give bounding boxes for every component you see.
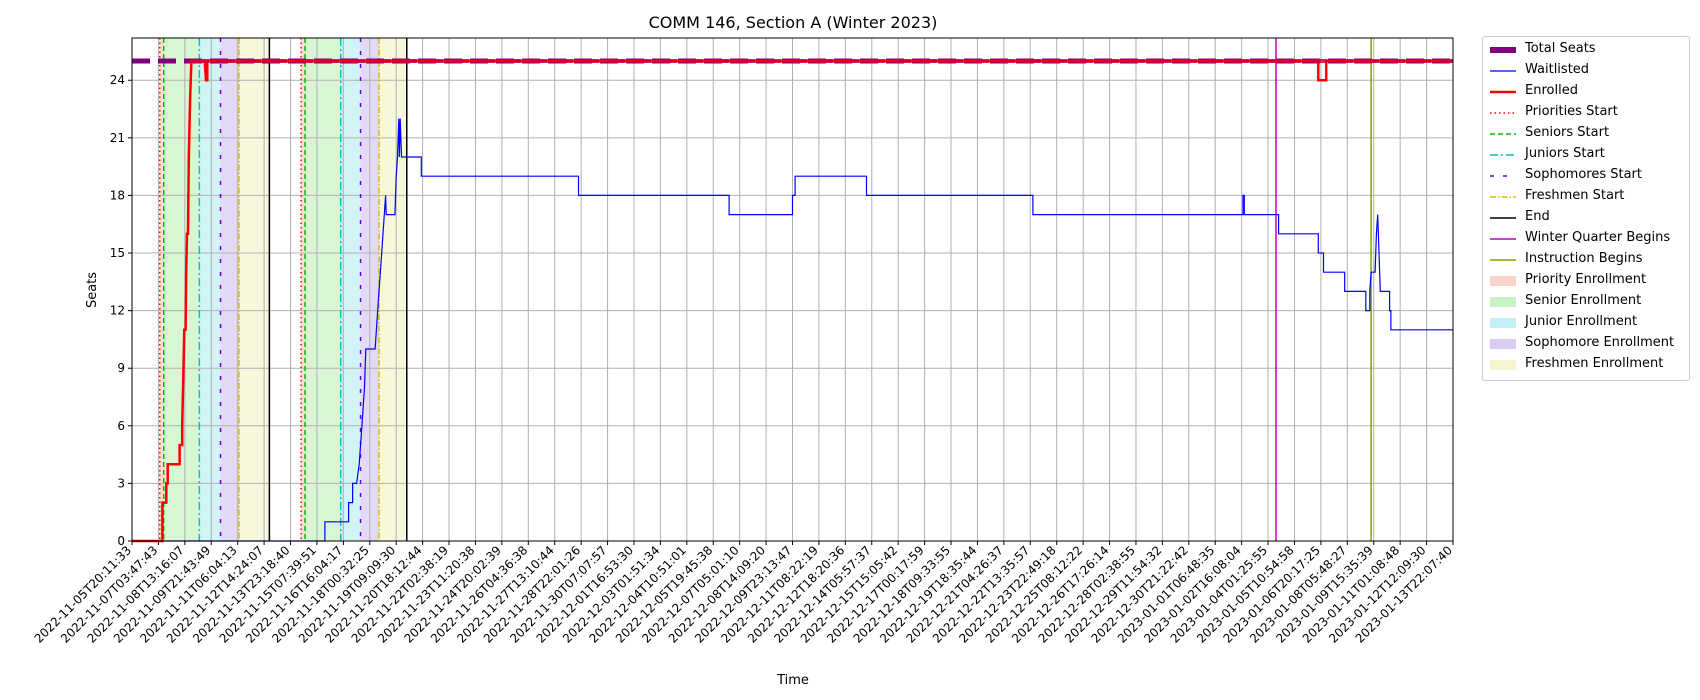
legend-item: Priorities Start bbox=[1483, 103, 1689, 124]
y-tick-label: 12 bbox=[110, 304, 125, 318]
y-tick-label: 24 bbox=[110, 73, 125, 87]
legend-label: Instruction Begins bbox=[1525, 251, 1643, 266]
legend-label: Sophomores Start bbox=[1525, 167, 1642, 182]
chart-title: COMM 146, Section A (Winter 2023) bbox=[649, 13, 938, 32]
legend-label: Senior Enrollment bbox=[1525, 293, 1642, 308]
legend-item: Sophomores Start bbox=[1483, 166, 1689, 187]
legend-swatch bbox=[1490, 276, 1516, 286]
y-tick-label: 0 bbox=[117, 534, 125, 548]
legend-patch bbox=[1490, 297, 1516, 307]
y-tick-label: 6 bbox=[117, 419, 125, 433]
plot-area: 2022-11-05T20:11:332022-11-07T03:47:4320… bbox=[32, 37, 1455, 646]
legend-item: Total Seats bbox=[1483, 40, 1689, 61]
enrollment-band bbox=[239, 38, 270, 541]
legend-label: Freshmen Start bbox=[1525, 188, 1625, 203]
legend-label: Sophomore Enrollment bbox=[1525, 335, 1675, 350]
legend-swatch bbox=[1490, 90, 1516, 94]
legend-swatch bbox=[1490, 360, 1516, 370]
legend-item: Winter Quarter Begins bbox=[1483, 229, 1689, 250]
legend-item: Enrolled bbox=[1483, 82, 1689, 103]
legend-item: Juniors Start bbox=[1483, 145, 1689, 166]
y-tick-label: 3 bbox=[117, 476, 125, 490]
legend-item: End bbox=[1483, 208, 1689, 229]
legend-swatch bbox=[1490, 70, 1516, 72]
legend-swatch bbox=[1490, 196, 1516, 198]
legend-item: Junior Enrollment bbox=[1483, 313, 1689, 334]
enrollment-band bbox=[163, 38, 200, 541]
legend-swatch bbox=[1490, 297, 1516, 307]
enrollment-band bbox=[301, 38, 306, 541]
legend-swatch bbox=[1490, 112, 1516, 114]
legend-swatch bbox=[1490, 47, 1516, 53]
legend-swatch bbox=[1490, 238, 1516, 240]
legend-item: Waitlisted bbox=[1483, 61, 1689, 82]
legend-label: Priorities Start bbox=[1525, 104, 1618, 119]
legend-label: Waitlisted bbox=[1525, 62, 1590, 77]
legend-patch bbox=[1490, 276, 1516, 286]
y-axis-label: Seats bbox=[85, 272, 100, 308]
legend-item: Senior Enrollment bbox=[1483, 292, 1689, 313]
legend-item: Seniors Start bbox=[1483, 124, 1689, 145]
legend-label: End bbox=[1525, 209, 1550, 224]
legend-label: Enrolled bbox=[1525, 83, 1578, 98]
legend-patch bbox=[1490, 360, 1516, 370]
x-axis-label: Time bbox=[776, 673, 809, 688]
y-tick-label: 18 bbox=[110, 188, 125, 202]
legend-item: Sophomore Enrollment bbox=[1483, 334, 1689, 355]
legend-swatch bbox=[1490, 259, 1516, 261]
legend-label: Priority Enrollment bbox=[1525, 272, 1647, 287]
enrollment-band bbox=[220, 38, 240, 541]
legend-swatch bbox=[1490, 339, 1516, 349]
legend-swatch bbox=[1490, 175, 1516, 177]
enrollment-band bbox=[340, 38, 361, 541]
legend-swatch bbox=[1490, 154, 1516, 156]
legend-swatch bbox=[1490, 217, 1516, 219]
chart-legend: Total Seats Waitlisted Enrolled Priorities … bbox=[1482, 36, 1690, 381]
y-tick-label: 21 bbox=[110, 131, 125, 145]
legend-label: Total Seats bbox=[1525, 41, 1596, 56]
series-line bbox=[132, 59, 1453, 543]
legend-label: Freshmen Enrollment bbox=[1525, 356, 1664, 371]
legend-label: Winter Quarter Begins bbox=[1525, 230, 1671, 245]
enrollment-band bbox=[305, 38, 341, 541]
y-tick-label: 9 bbox=[117, 361, 125, 375]
legend-label: Junior Enrollment bbox=[1525, 314, 1638, 329]
legend-item: Freshmen Start bbox=[1483, 187, 1689, 208]
enrollment-band bbox=[199, 38, 221, 541]
plot-frame bbox=[131, 37, 1454, 542]
legend-patch bbox=[1490, 318, 1516, 328]
chart-svg: COMM 146, Section A (Winter 2023) 2022-1… bbox=[32, 13, 1456, 688]
legend-item: Priority Enrollment bbox=[1483, 271, 1689, 292]
legend-label: Juniors Start bbox=[1525, 146, 1605, 161]
enrollment-band bbox=[379, 38, 407, 541]
legend-item: Freshmen Enrollment bbox=[1483, 355, 1689, 376]
legend-patch bbox=[1490, 339, 1516, 349]
y-tick-label: 15 bbox=[110, 246, 125, 260]
legend-item: Instruction Begins bbox=[1483, 250, 1689, 271]
series-line bbox=[132, 118, 1453, 542]
legend-swatch bbox=[1490, 318, 1516, 328]
legend-label: Seniors Start bbox=[1525, 125, 1610, 140]
legend-swatch bbox=[1490, 133, 1516, 135]
enrollment-band bbox=[159, 38, 164, 541]
